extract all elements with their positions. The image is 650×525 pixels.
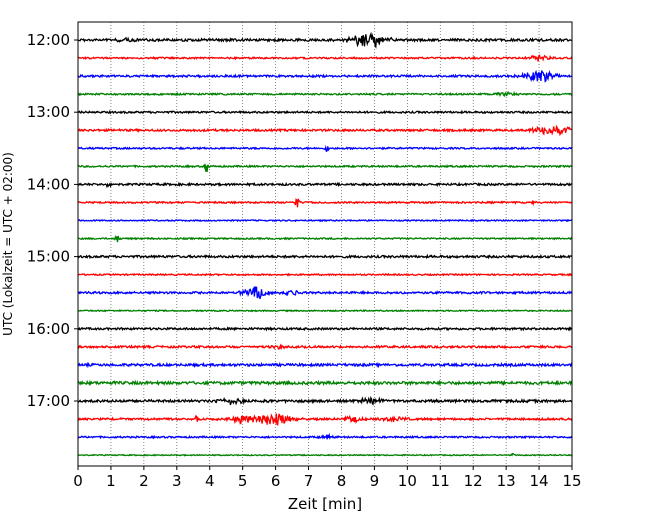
- plot-frame: [77, 21, 573, 467]
- x-tick-label: 5: [238, 472, 248, 490]
- trace-1430: [77, 218, 573, 223]
- trace-1630: [77, 361, 573, 369]
- x-tick-label: 13: [497, 472, 516, 490]
- axis-layer: 0 1 2 3 4 5 6 7 8 9 10 11 12 13 14 1512:0013:0014:0015:…: [27, 31, 582, 490]
- grid-layer: [77, 22, 573, 466]
- trace-1415: [77, 198, 573, 208]
- trace-1645: [77, 379, 573, 387]
- x-tick-label: 9: [370, 472, 380, 490]
- x-tick-label: 7: [304, 472, 314, 490]
- trace-1200: [77, 31, 573, 49]
- x-tick-label: 1: [106, 472, 116, 490]
- trace-1345: [77, 163, 573, 173]
- y-tick-label: 14:00: [27, 175, 70, 193]
- trace-1445: [77, 234, 573, 243]
- trace-1400: [77, 181, 573, 189]
- x-tick-label: 14: [530, 472, 549, 490]
- trace-1315: [77, 124, 573, 137]
- trace-1715: [77, 413, 573, 426]
- trace-1245: [77, 90, 573, 98]
- trace-1515: [77, 272, 573, 277]
- y-tick-label: 17:00: [27, 392, 70, 410]
- trace-1230: [77, 69, 573, 83]
- x-tick-label: 10: [398, 472, 417, 490]
- trace-1530: [77, 286, 573, 300]
- trace-1300: [77, 109, 573, 115]
- x-tick-label: 2: [139, 472, 149, 490]
- x-tick-label: 6: [271, 472, 281, 490]
- y-tick-label: 13:00: [27, 103, 70, 121]
- trace-1545: [77, 309, 573, 313]
- x-tick-label: 11: [431, 472, 450, 490]
- x-tick-label: 15: [562, 472, 581, 490]
- x-tick-label: 3: [172, 472, 182, 490]
- y-tick-label: 16:00: [27, 320, 70, 338]
- trace-1500: [77, 253, 573, 260]
- x-tick-label: 4: [205, 472, 215, 490]
- x-axis-label: Zeit [min]: [288, 495, 362, 513]
- trace-1330: [77, 144, 573, 153]
- y-axis-label: UTC (Lokalzeit = UTC + 02:00): [1, 152, 15, 336]
- trace-1730: [77, 432, 573, 440]
- x-tick-label: 12: [464, 472, 483, 490]
- trace-1700: [77, 395, 573, 406]
- x-tick-label: 0: [73, 472, 83, 490]
- trace-1215: [77, 54, 573, 62]
- trace-layer: [77, 31, 573, 457]
- x-tick-label: 8: [337, 472, 347, 490]
- trace-1745: [77, 452, 573, 457]
- trace-1615: [77, 343, 573, 350]
- y-tick-label: 15:00: [27, 248, 70, 266]
- trace-1600: [77, 325, 573, 332]
- y-tick-label: 12:00: [27, 31, 70, 49]
